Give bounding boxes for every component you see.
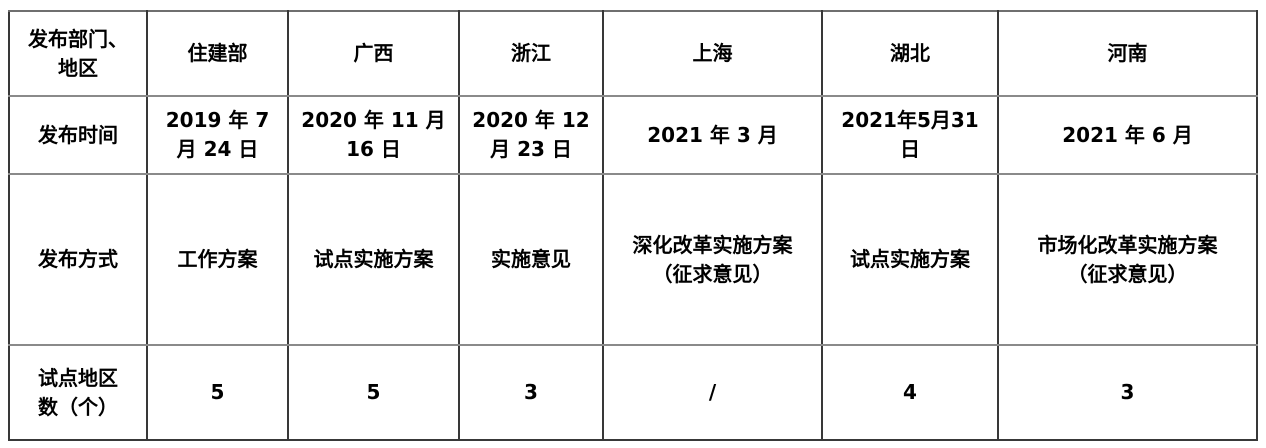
cell-method-henan: 市场化改革实施方案 （征求意见） xyxy=(997,173,1258,346)
cell-region-guangxi: 广西 xyxy=(287,10,460,97)
cell-method-hubei: 试点实施方案 xyxy=(821,173,999,346)
row-header-publish-date: 发布时间 xyxy=(8,95,148,175)
cell-date-hubei: 2021年5月31 日 xyxy=(821,95,999,175)
policy-publication-table: 发布部门、 地区 住建部 广西 浙江 上海 湖北 河南 发布时间 2019 年 … xyxy=(8,10,1258,441)
row-header-publish-method: 发布方式 xyxy=(8,173,148,346)
cell-count-henan: 3 xyxy=(997,344,1258,441)
cell-region-henan: 河南 xyxy=(997,10,1258,97)
cell-count-shanghai: / xyxy=(602,344,823,441)
cell-region-mohurd: 住建部 xyxy=(146,10,289,97)
cell-method-shanghai: 深化改革实施方案 （征求意见） xyxy=(602,173,823,346)
cell-method-zhejiang: 实施意见 xyxy=(458,173,604,346)
table-row-publish-dates: 发布时间 2019 年 7 月 24 日 2020 年 11 月 16 日 20… xyxy=(8,95,1258,175)
table-row-publish-methods: 发布方式 工作方案 试点实施方案 实施意见 深化改革实施方案 （征求意见） 试点… xyxy=(8,173,1258,346)
cell-count-mohurd: 5 xyxy=(146,344,289,441)
cell-method-mohurd: 工作方案 xyxy=(146,173,289,346)
cell-date-shanghai: 2021 年 3 月 xyxy=(602,95,823,175)
cell-region-zhejiang: 浙江 xyxy=(458,10,604,97)
cell-count-zhejiang: 3 xyxy=(458,344,604,441)
cell-region-shanghai: 上海 xyxy=(602,10,823,97)
cell-count-guangxi: 5 xyxy=(287,344,460,441)
cell-count-hubei: 4 xyxy=(821,344,999,441)
cell-date-zhejiang: 2020 年 12 月 23 日 xyxy=(458,95,604,175)
table-row-regions: 发布部门、 地区 住建部 广西 浙江 上海 湖北 河南 xyxy=(8,10,1258,97)
table-row-pilot-counts: 试点地区 数（个） 5 5 3 / 4 3 xyxy=(8,344,1258,441)
cell-date-henan: 2021 年 6 月 xyxy=(997,95,1258,175)
row-header-pilot-area-count: 试点地区 数（个） xyxy=(8,344,148,441)
cell-date-mohurd: 2019 年 7 月 24 日 xyxy=(146,95,289,175)
row-header-publish-dept-region: 发布部门、 地区 xyxy=(8,10,148,97)
cell-region-hubei: 湖北 xyxy=(821,10,999,97)
cell-date-guangxi: 2020 年 11 月 16 日 xyxy=(287,95,460,175)
cell-method-guangxi: 试点实施方案 xyxy=(287,173,460,346)
